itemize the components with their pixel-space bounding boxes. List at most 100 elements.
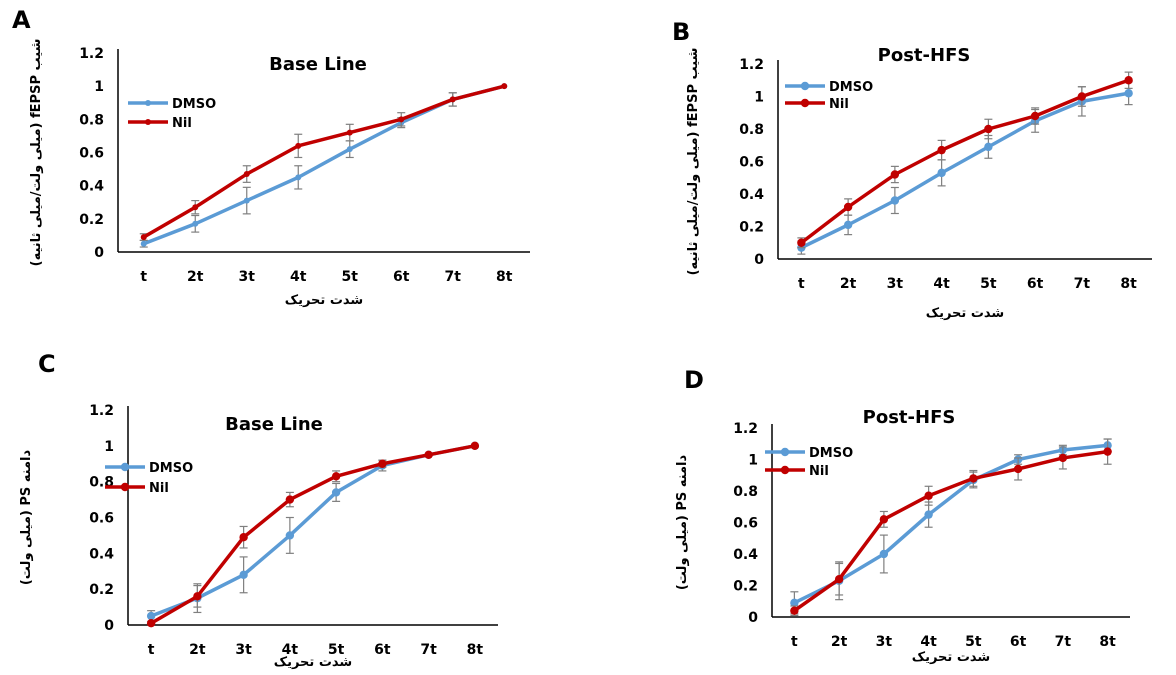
data-point xyxy=(140,234,147,241)
y-tick-label: 0.4 xyxy=(733,547,758,563)
data-point xyxy=(937,168,946,178)
data-point xyxy=(346,146,353,153)
y-axis-title: دامنه PS (میلی ولت) xyxy=(675,455,690,591)
data-point xyxy=(984,142,993,152)
x-axis-title: شدت تحریک xyxy=(912,650,990,665)
x-tick-label: 7t xyxy=(420,642,437,658)
data-point xyxy=(449,96,456,103)
y-tick-label: 0.4 xyxy=(89,546,114,562)
panel-b-chart: B Post-HFS 0 0.2 0.4 0.6 0.8 1 1.2 t 2t 3t 4t 5t 6t 7t 8… xyxy=(672,18,1152,321)
data-point xyxy=(243,197,250,204)
y-tick-label: 1 xyxy=(104,439,114,455)
legend-marker xyxy=(780,465,790,475)
x-axis-title: شدت تحریک xyxy=(285,293,363,308)
y-tick-label: 0.8 xyxy=(739,122,764,138)
y-tick-label: 0.2 xyxy=(89,582,114,598)
data-point xyxy=(890,196,900,205)
data-point xyxy=(295,142,302,149)
data-point xyxy=(193,592,202,601)
data-point xyxy=(843,220,853,230)
y-tick-label: 0.8 xyxy=(733,484,758,500)
data-point xyxy=(1124,76,1133,85)
legend-entry-nil: Nil xyxy=(785,97,849,112)
x-tick-label: 5t xyxy=(328,642,345,658)
series-line xyxy=(800,78,1130,245)
y-tick-label: 0.6 xyxy=(89,511,114,527)
panel-letter-a: A xyxy=(12,6,31,34)
data-point xyxy=(295,174,302,181)
data-point xyxy=(192,204,199,211)
data-point xyxy=(1013,464,1023,474)
data-point xyxy=(378,459,387,468)
legend-label: Nil xyxy=(149,481,169,496)
series-nil xyxy=(790,438,1112,617)
series-line xyxy=(150,444,476,618)
chart-title: Base Line xyxy=(225,414,323,435)
y-tick-label: 1 xyxy=(754,90,764,106)
x-tick-label: 3t xyxy=(887,276,904,292)
data-point xyxy=(331,488,341,497)
data-point xyxy=(346,129,353,136)
y-tick-label: 0.6 xyxy=(733,516,758,532)
y-axis-title: شیب fEPSP (میلی ولت/میلی ثانیه) xyxy=(29,39,44,267)
x-axis-title: شدت تحریک xyxy=(926,306,1004,321)
panel-d-chart: D Post-HFS 0 0.2 0.4 0.6 0.8 1 1.2 t 2t 3t 4t 5t 6t 7t 8… xyxy=(675,366,1130,665)
chart-title: Base Line xyxy=(269,54,367,75)
x-tick-label: 3t xyxy=(876,634,893,650)
legend-entry-nil: Nil xyxy=(765,464,829,479)
panel-letter-c: C xyxy=(38,350,56,378)
x-tick-label: 6t xyxy=(393,269,410,285)
x-tick-label: 4t xyxy=(933,276,950,292)
data-point xyxy=(790,606,799,615)
data-point xyxy=(140,240,147,247)
x-tick-label: 7t xyxy=(1074,276,1091,292)
x-tick-label: 3t xyxy=(239,269,256,285)
y-axis-title: دامنه PS (میلی ولت) xyxy=(19,450,34,586)
legend-entry-dmso: DMSO xyxy=(765,446,853,461)
data-point xyxy=(470,441,480,451)
legend-label: Nil xyxy=(172,116,192,131)
y-tick-label: 1.2 xyxy=(739,57,764,73)
legend-entry-dmso: DMSO xyxy=(105,461,193,476)
data-point xyxy=(1124,89,1133,98)
x-tick-label: 5t xyxy=(965,634,982,650)
y-tick-label: 1 xyxy=(748,453,758,469)
data-point xyxy=(924,510,933,519)
panel-a-chart: A Base Line 0 0.2 0.4 0.6 0.8 1 1.2 t 2t 3t 4t 5t 6t 7t… xyxy=(12,6,530,308)
legend-marker xyxy=(780,447,790,457)
y-tick-label: 0 xyxy=(94,245,104,261)
legend-marker xyxy=(120,462,130,472)
data-point xyxy=(331,472,341,481)
legend-entry-nil: Nil xyxy=(105,481,169,496)
legend-label: DMSO xyxy=(829,80,873,95)
data-point xyxy=(398,116,405,123)
x-tick-label: 6t xyxy=(1027,276,1044,292)
legend-marker xyxy=(800,98,810,108)
legend-label: Nil xyxy=(809,464,829,479)
data-point xyxy=(924,491,933,500)
legend-label: DMSO xyxy=(149,461,193,476)
data-point xyxy=(239,570,248,580)
x-tick-label: 8t xyxy=(496,269,513,285)
data-point xyxy=(937,145,946,155)
series-nil xyxy=(797,71,1133,249)
y-tick-label: 0 xyxy=(748,610,758,626)
series-line xyxy=(150,444,476,625)
y-tick-label: 0.4 xyxy=(79,179,104,195)
x-tick-label: 4t xyxy=(282,642,299,658)
x-tick-label: 5t xyxy=(980,276,997,292)
x-tick-label: 6t xyxy=(1010,634,1027,650)
data-point xyxy=(790,598,799,608)
x-tick-label: 8t xyxy=(1120,276,1137,292)
x-tick-label: t xyxy=(791,634,798,650)
legend-marker xyxy=(145,119,151,125)
data-point xyxy=(146,619,156,628)
series-line xyxy=(793,443,1108,605)
y-tick-label: 0.6 xyxy=(739,155,764,171)
legend-marker xyxy=(800,81,810,91)
y-tick-label: 0.2 xyxy=(79,212,104,228)
y-tick-label: 0.2 xyxy=(739,220,764,236)
legend-entry-dmso: DMSO xyxy=(128,97,216,112)
y-tick-label: 0.6 xyxy=(79,146,104,162)
